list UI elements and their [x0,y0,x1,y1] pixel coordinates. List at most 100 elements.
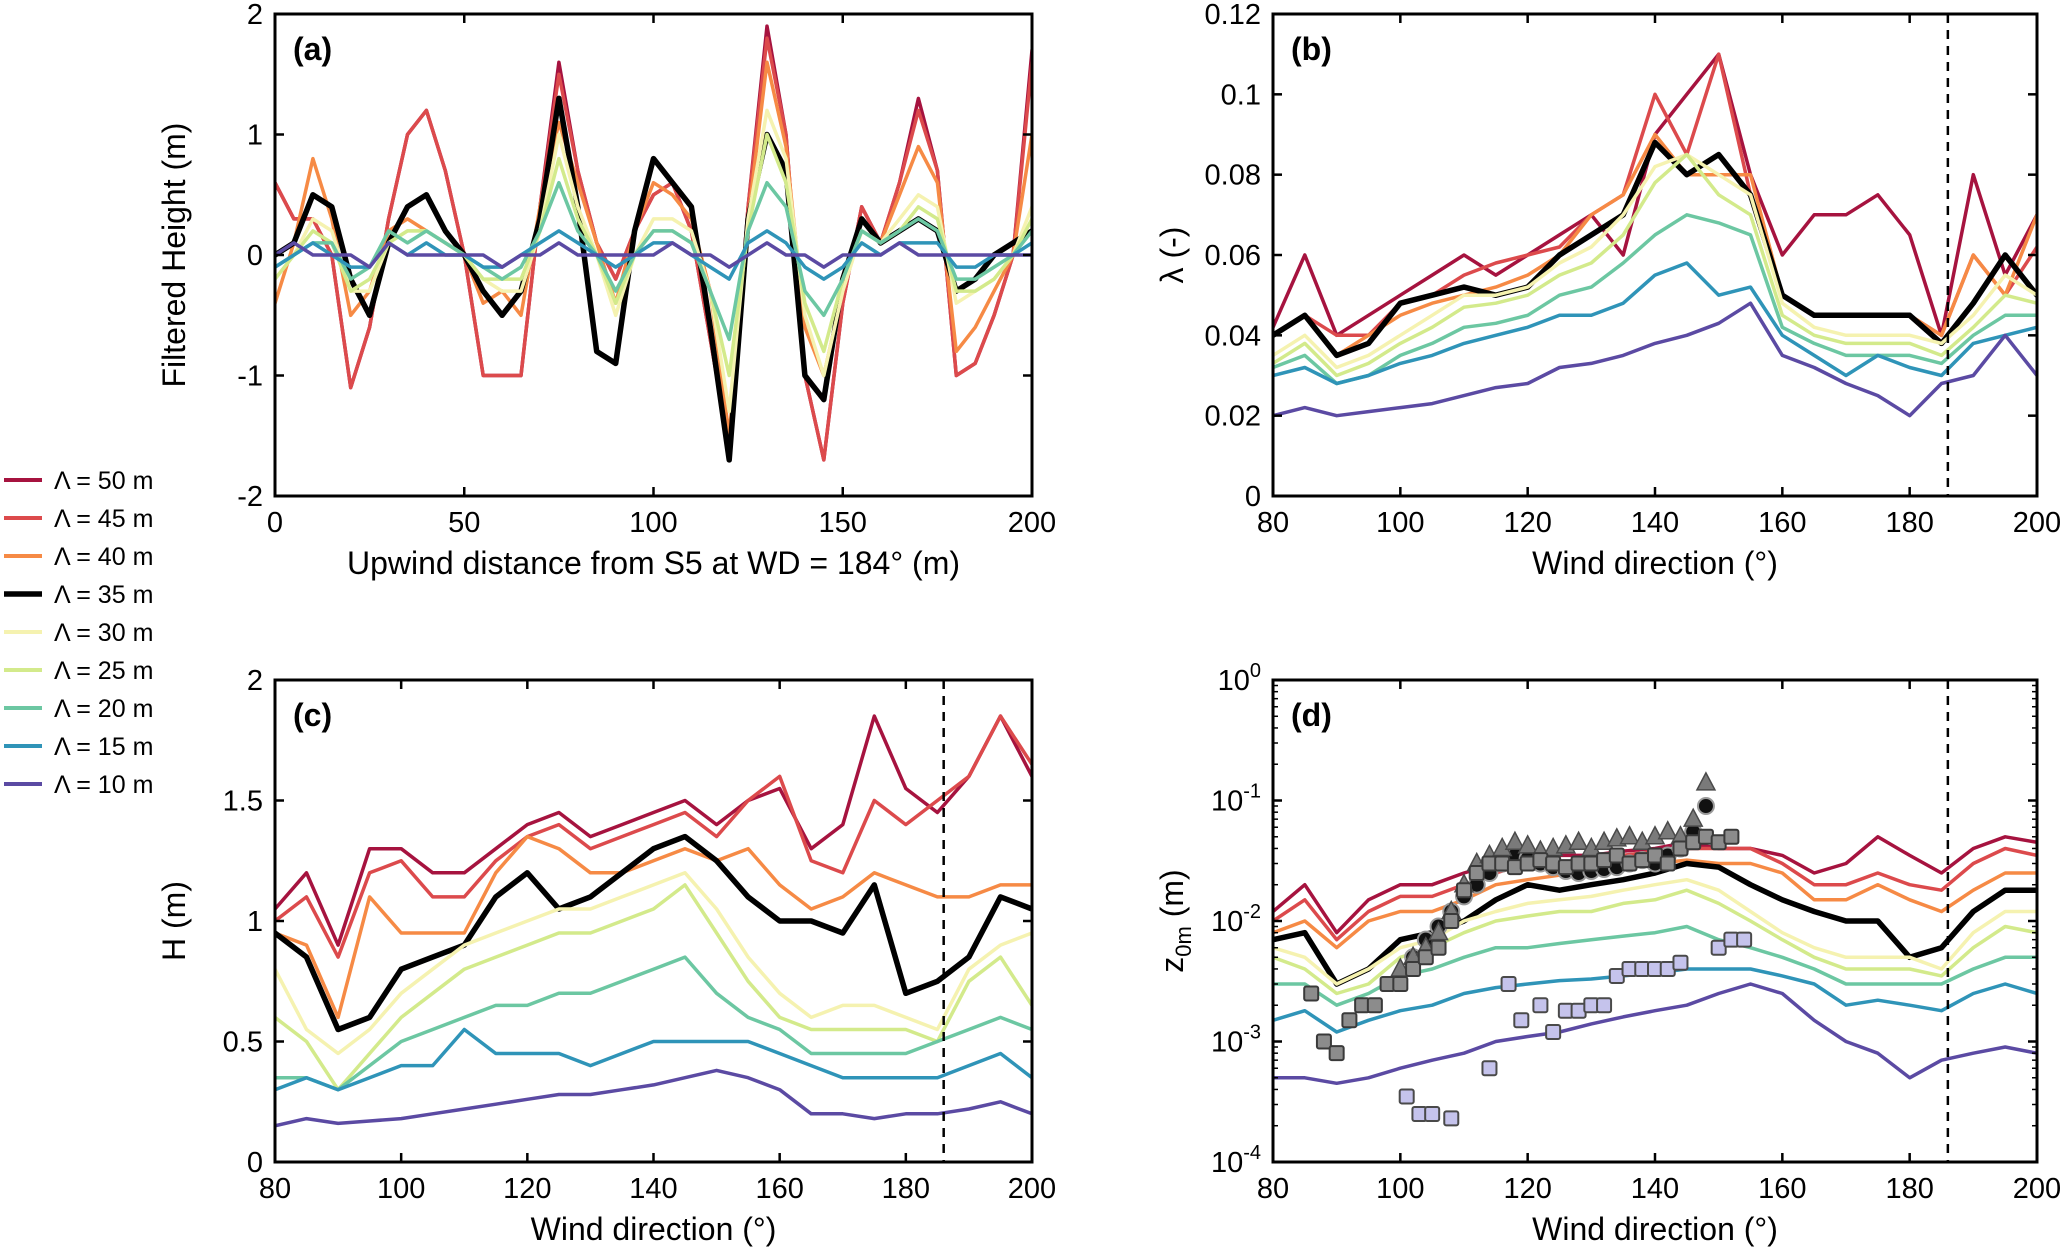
y-tick-label: 0.12 [1205,0,1261,31]
x-tick-label: 100 [377,1173,425,1205]
scatter-point [1443,913,1460,929]
legend-label: Λ = 50 m [54,467,153,495]
y-tick-label: 10-4 [1211,1142,1261,1179]
panel-tag: (a) [293,31,332,67]
y-tick-label: 0.04 [1205,320,1261,352]
y-tick-label: 0.08 [1205,160,1261,192]
scatter-point [1619,825,1640,845]
plot-area [275,24,1032,463]
series-line-7 [275,180,1032,342]
series-line-9 [275,241,1032,269]
scatter-point [1710,939,1727,956]
y-tick-label: 0 [247,240,263,272]
y-tick-label: 1 [247,906,263,938]
y-tick-label: 100 [1218,660,1261,697]
series-line-4 [275,95,1032,463]
series-line-4 [1273,139,2037,359]
panel-tag: (b) [1291,31,1332,67]
y-tick-label: 0.5 [223,1027,263,1059]
x-tick-label: 120 [1503,1173,1551,1205]
y-tick-label: 0 [1245,481,1261,513]
scatter-point [1568,830,1589,851]
scatter-point [1341,1012,1358,1029]
x-tick-label: 180 [1885,1173,1933,1205]
y-tick-label: 0.02 [1205,401,1261,433]
plot-area [1273,52,2037,418]
x-tick-label: 200 [1008,507,1056,539]
series-line-9 [1273,301,2037,418]
series-line-2 [275,714,1032,959]
series-line-2 [1273,52,2037,338]
x-tick-label: 100 [1376,1173,1424,1205]
panel-d: 80 100 120 140 160 180 200 10-4 10-3 10-2 10-1 100 (… [1154,660,2061,1247]
series-line-5 [1273,877,2037,986]
y-tick-label: 0 [247,1147,263,1179]
scatter-point [1456,882,1472,899]
y-axis-label: Filtered Height (m) [156,123,192,388]
scatter-point [1736,931,1753,948]
scatter-point [1513,1012,1530,1029]
x-tick-label: 80 [1257,507,1289,539]
x-tick-label: 140 [629,1173,677,1205]
legend-label: Λ = 35 m [54,581,153,609]
scatter-point [1303,985,1320,1002]
x-axis-label: Wind direction (°) [531,1211,777,1247]
x-tick-label: 200 [2013,507,2061,539]
panel-c: 80 100 120 140 160 180 200 0 0.5 1 1.5 2 (c) Wind dir… [156,665,1056,1247]
scatter-point [1657,820,1678,840]
axes-box [1271,678,2039,1164]
scatter-point [1430,939,1447,956]
x-tick-label: 180 [882,1173,930,1205]
series-line-6 [275,883,1032,1092]
axes-box [1271,12,2039,498]
legend-label: Λ = 45 m [54,505,153,533]
x-tick-label: 120 [503,1173,551,1205]
legend-label: Λ = 25 m [54,657,153,685]
series-line-5 [275,871,1032,1056]
legend-label: Λ = 30 m [54,619,153,647]
x-tick-label: 200 [1008,1173,1056,1205]
scatter-point [1532,997,1549,1014]
x-tick-label: 160 [755,1173,803,1205]
scatter-point [1517,834,1538,854]
y-tick-label: -1 [237,361,263,393]
y-tick-label: 10-1 [1211,781,1261,818]
scatter-point [1608,847,1625,864]
scatter-point [1696,797,1715,816]
panel-tag: (d) [1291,697,1332,733]
legend-label: Λ = 20 m [54,695,153,723]
scatter-point [1481,1060,1498,1077]
x-tick-label: 150 [819,507,867,539]
y-tick-label: 10-2 [1211,901,1261,938]
scatter-point [1443,1110,1460,1127]
panel-tag: (c) [293,697,332,733]
x-tick-label: 160 [1758,507,1806,539]
x-tick-label: 80 [1257,1173,1289,1205]
y-tick-label: 1.5 [223,786,263,818]
y-axis-label: H (m) [156,881,192,961]
scatter-point [1328,1045,1345,1062]
x-tick-label: 50 [448,507,480,539]
series-line-2 [275,36,1032,462]
series-line-7 [275,955,1032,1092]
scatter-point [1695,771,1717,791]
x-tick-label: 0 [267,507,283,539]
scatter-point [1545,1023,1562,1040]
x-tick-label: 180 [1885,507,1933,539]
series-line-3 [275,834,1032,1020]
y-tick-label: 2 [247,0,263,31]
scatter-point [1417,949,1434,966]
series-line-9 [275,1068,1032,1128]
scatter-point [1500,976,1517,993]
x-tick-label: 80 [259,1173,291,1205]
scatter-point [1723,828,1740,845]
scatter-point [1659,855,1676,872]
panel-a: 0 50 100 150 200 -2 -1 0 1 2 (a) Upwind distance fr… [156,0,1056,581]
x-tick-label: 100 [629,507,677,539]
y-tick-label: 2 [247,665,263,697]
panel-b: 80 100 120 140 160 180 200 0 0.02 0.04 0.06 0.08 0.1… [1154,0,2061,581]
series-line-5 [1273,152,2037,370]
scatter-point [1366,997,1383,1014]
y-tick-label: 0.1 [1221,79,1261,111]
